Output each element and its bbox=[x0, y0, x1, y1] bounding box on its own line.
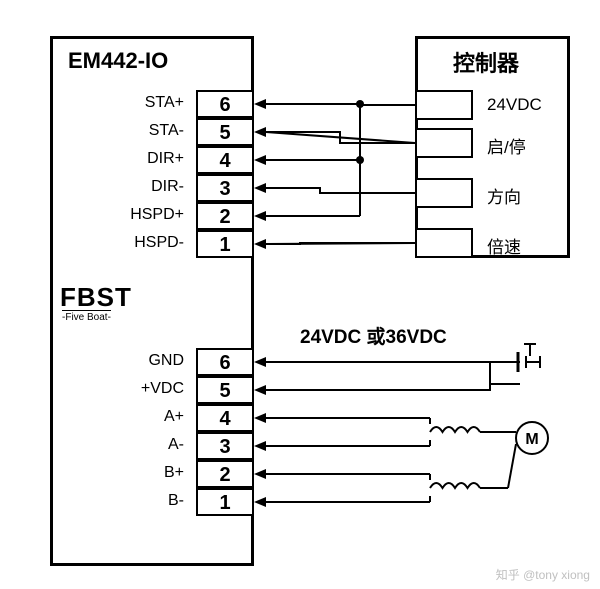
svg-text:M: M bbox=[525, 431, 538, 448]
wiring-layer: M bbox=[0, 0, 600, 589]
diagram-root: EM442-IO控制器24VDC启/停方向倍速FBST-Five Boat-6S… bbox=[0, 0, 600, 589]
